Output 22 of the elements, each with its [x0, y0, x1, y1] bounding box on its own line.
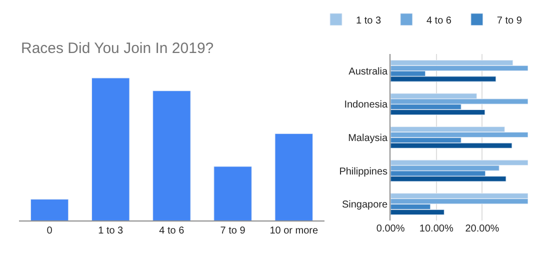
x-tick-label: 0: [46, 226, 53, 237]
legend-label: 4 to 6: [426, 15, 452, 26]
y-tick-label: Indonesia: [344, 100, 388, 111]
x-tick-label: 7 to 9: [220, 226, 246, 237]
x-tick-label: 1 to 3: [98, 226, 124, 237]
chart-title: Races Did You Join In 2019?: [21, 40, 214, 57]
y-tick-label: Australia: [348, 66, 388, 78]
bar: [152, 90, 191, 221]
x-tick-label: 10.00%: [419, 224, 454, 235]
bar: [92, 78, 130, 221]
bar: [214, 166, 252, 221]
bar: [274, 133, 313, 221]
x-tick-label: 4 to 6: [159, 226, 185, 237]
bar: [30, 199, 69, 221]
legend-label: 7 to 9: [496, 15, 522, 26]
y-tick-label: Singapore: [342, 200, 388, 211]
y-tick-label: Malaysia: [348, 132, 388, 144]
x-tick-label: 20.00%: [465, 224, 500, 235]
y-tick-label: Philippines: [339, 166, 388, 178]
x-tick-label: 0.00%: [376, 224, 405, 235]
legend-label: 1 to 3: [356, 15, 382, 26]
x-tick-label: 10 or more: [270, 226, 318, 237]
